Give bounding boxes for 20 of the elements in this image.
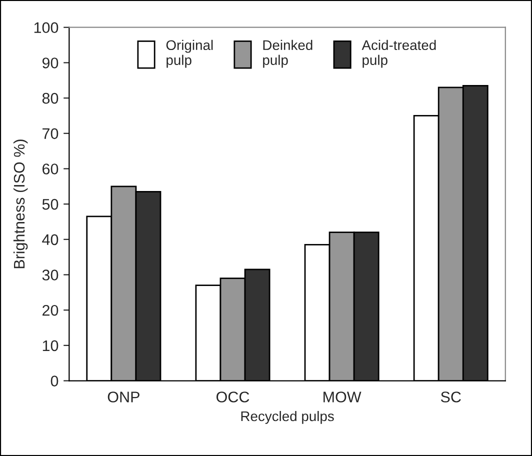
y-tick-label: 80: [42, 92, 58, 104]
legend-label: Acid-treated pulp: [362, 40, 436, 68]
y-tick-label: 20: [42, 304, 58, 316]
y-tick-label: 70: [42, 128, 58, 140]
x-tick-label: MOW: [324, 392, 362, 402]
y-tick-label: 30: [42, 270, 58, 280]
y-tick-label: 90: [42, 58, 58, 68]
x-tick-label: ONP: [108, 392, 140, 402]
y-tick-label: 50: [42, 198, 58, 210]
y-tick-label: 0: [50, 376, 58, 386]
x-tick-label: OCC: [216, 392, 250, 402]
legend-label: Original pulp: [166, 40, 213, 68]
y-tick-label: 40: [42, 234, 58, 246]
x-tick-label: SC: [440, 392, 461, 402]
legend-label: Deinked pulp: [263, 40, 312, 68]
y-axis-title: Brightness (ISO %): [13, 140, 28, 268]
y-tick-label: 10: [42, 340, 58, 352]
y-tick-label: 100: [34, 22, 58, 34]
x-axis-title: Recycled pulps: [241, 410, 334, 424]
y-tick-label: 60: [42, 164, 58, 174]
